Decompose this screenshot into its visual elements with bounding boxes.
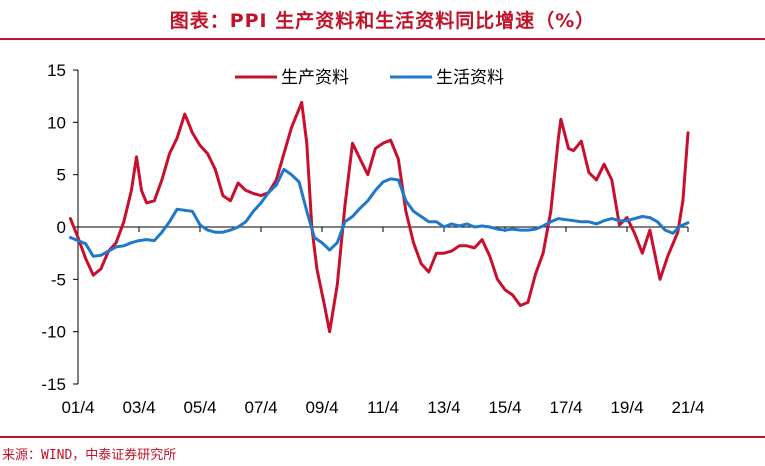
x-tick-label: 13/4 xyxy=(427,398,460,417)
legend-label: 生产资料 xyxy=(281,68,349,88)
series-line-living xyxy=(68,167,690,258)
y-tick-label: 10 xyxy=(47,113,66,132)
x-tick-label: 07/4 xyxy=(244,398,277,417)
y-tick-label: 15 xyxy=(47,61,66,80)
chart-title: 图表：PPI 生产资料和生活资料同比增速（%） xyxy=(169,10,596,32)
x-tick-label: 15/4 xyxy=(488,398,521,417)
title-bar: 图表：PPI 生产资料和生活资料同比增速（%） xyxy=(0,0,765,40)
x-tick-label: 05/4 xyxy=(183,398,216,417)
x-tick-label: 09/4 xyxy=(305,398,338,417)
chart-legend: 生产资料 生活资料 xyxy=(235,68,504,88)
y-tick-label: -15 xyxy=(41,375,66,394)
footer-rule xyxy=(0,436,765,438)
title-rule xyxy=(0,38,765,40)
y-tick-label: -5 xyxy=(51,270,66,289)
legend-label: 生活资料 xyxy=(436,68,504,88)
x-tick-label: 11/4 xyxy=(367,398,399,417)
x-tick-label: 03/4 xyxy=(122,398,155,417)
y-tick-label: 0 xyxy=(57,218,66,237)
x-tick-label: 01/4 xyxy=(61,398,94,417)
x-tick-label: 17/4 xyxy=(549,398,582,417)
source-note: 来源：WIND，中泰证券研究所 xyxy=(2,448,177,463)
x-tick-label: 21/4 xyxy=(671,398,704,417)
chart-axes: 15 10 5 0 -5 -10 -15 01/4 03/4 05/4 07/4 09/4 11/4 13… xyxy=(41,61,704,417)
y-tick-label: -10 xyxy=(41,323,66,342)
series-line-production xyxy=(68,100,690,334)
chart-series xyxy=(68,100,690,334)
y-tick-label: 5 xyxy=(57,166,66,185)
x-tick-label: 19/4 xyxy=(610,398,643,417)
